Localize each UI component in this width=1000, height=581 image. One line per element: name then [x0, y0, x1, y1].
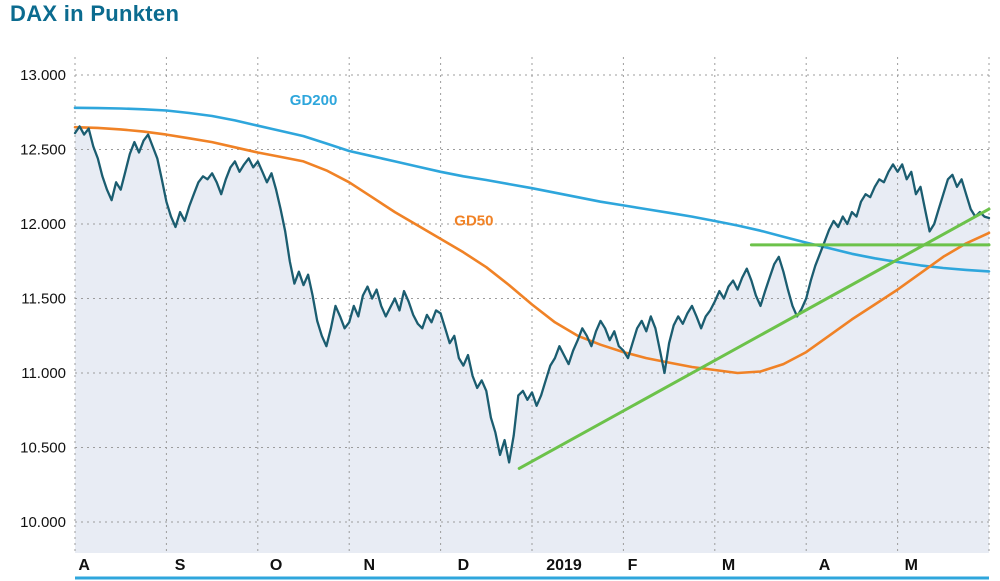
y-axis-label: 12.000	[20, 216, 66, 233]
x-axis-label: M	[905, 557, 918, 574]
x-axis-label: F	[628, 557, 638, 574]
x-axis-label: M	[722, 557, 735, 574]
y-axis-label: 10.500	[20, 440, 66, 457]
x-axis-label: S	[175, 557, 186, 574]
gd200-line	[73, 106, 991, 273]
trend-line	[517, 207, 991, 470]
gd50-line	[73, 125, 991, 375]
x-axis-label: 2019	[546, 557, 582, 574]
x-axis-label: O	[270, 557, 282, 574]
y-axis-label: 11.500	[21, 291, 66, 308]
x-axis-label: D	[458, 557, 470, 574]
y-axis-label: 11.000	[21, 365, 66, 382]
y-axis-label: 12.500	[20, 142, 66, 159]
y-axis-label: 10.000	[20, 514, 66, 531]
x-axis-label: A	[819, 557, 831, 574]
dax-price-line	[73, 125, 991, 464]
x-axis-label: A	[78, 557, 90, 574]
y-axis-label: 13.000	[20, 67, 66, 84]
chart-title: DAX in Punkten	[10, 1, 180, 26]
dax-area-fill	[75, 126, 989, 554]
gd50-label: GD50	[454, 212, 493, 229]
x-axis-label: N	[364, 557, 376, 574]
gd200-label: GD200	[290, 92, 338, 109]
